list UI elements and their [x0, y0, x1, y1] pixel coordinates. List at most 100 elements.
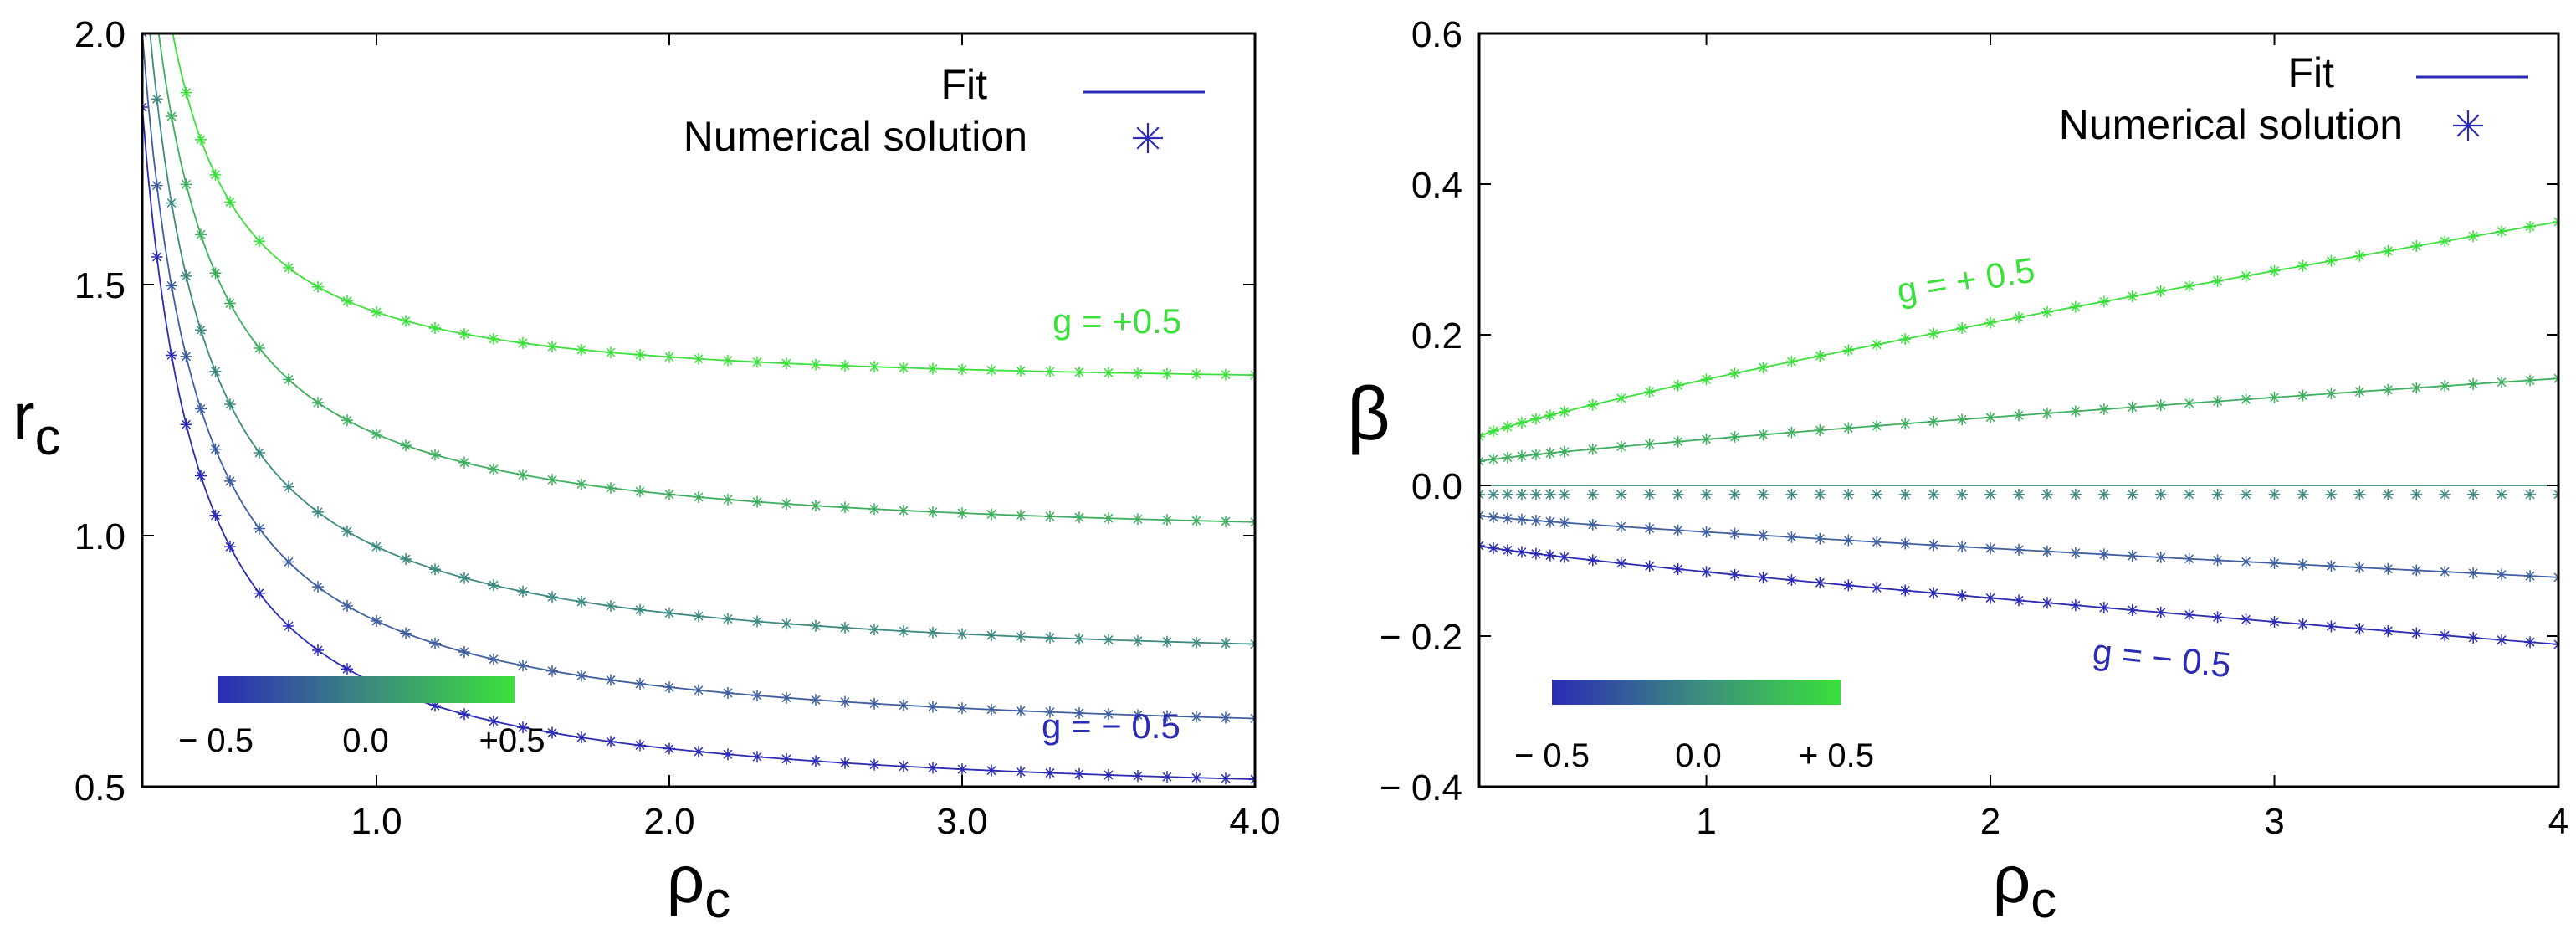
r-marker-series-0 — [1479, 540, 1485, 552]
l-marker-series-2 — [458, 572, 470, 584]
l-marker-series-3 — [151, 13, 163, 25]
r-marker-series-0 — [2410, 627, 2423, 639]
r-marker-series-2 — [2013, 488, 2025, 500]
left-colorbar-label-min: − 0.5 — [178, 722, 254, 759]
r-marker-series-2 — [1728, 488, 1741, 500]
l-marker-series-4 — [986, 364, 997, 377]
l-marker-series-4 — [312, 280, 324, 293]
left-colorbar-label-mid: 0.0 — [342, 722, 389, 759]
r-marker-series-4 — [2410, 239, 2423, 252]
r-marker-series-4 — [2268, 264, 2281, 277]
r-x-tick-label: 2 — [1980, 801, 2000, 842]
l-marker-series-1 — [1103, 708, 1114, 721]
r-marker-series-2 — [2211, 488, 2224, 500]
l-marker-series-1 — [986, 703, 997, 716]
r-marker-series-0 — [1487, 541, 1499, 554]
r-marker-series-0 — [2353, 623, 2366, 635]
l-marker-series-4 — [224, 196, 236, 208]
r-marker-series-1 — [1956, 541, 1969, 553]
right-y-axis-label: β — [1347, 372, 1390, 456]
l-marker-series-4 — [839, 360, 851, 372]
left-x-axis-label: ρc — [667, 842, 731, 929]
l-marker-series-4 — [546, 341, 558, 353]
l-marker-series-0 — [634, 739, 646, 752]
l-marker-series-2 — [546, 591, 558, 603]
r-marker-series-3 — [2553, 372, 2558, 385]
l-marker-series-1 — [1161, 710, 1173, 722]
l-marker-series-1 — [312, 581, 324, 593]
right-legend-star-marker — [2453, 110, 2483, 141]
left-annotation-g-plus: g = +0.5 — [1052, 301, 1181, 341]
l-marker-series-3 — [458, 456, 470, 469]
r-marker-series-1 — [1586, 518, 1599, 531]
r-marker-series-3 — [2154, 399, 2167, 412]
l-marker-series-1 — [751, 689, 763, 701]
l-marker-series-1 — [458, 646, 470, 659]
l-marker-series-3 — [839, 501, 851, 514]
r-marker-series-4 — [2069, 300, 2082, 313]
r-marker-series-4 — [2439, 235, 2451, 248]
r-marker-series-0 — [2183, 608, 2195, 621]
r-marker-series-2 — [1529, 488, 1542, 500]
right-legend-numerical-label: Numerical solution — [2059, 101, 2403, 148]
r-marker-series-1 — [2297, 558, 2309, 571]
r-marker-series-0 — [1814, 577, 1826, 589]
l-marker-series-1 — [1249, 712, 1255, 725]
l-marker-series-3 — [1073, 511, 1085, 524]
l-marker-series-1 — [371, 615, 382, 627]
l-marker-series-1 — [224, 475, 236, 487]
l-marker-series-0 — [751, 751, 763, 763]
r-marker-series-1 — [2382, 562, 2394, 575]
r-marker-series-4 — [1529, 413, 1542, 425]
r-marker-series-3 — [2069, 405, 2082, 418]
l-marker-series-2 — [209, 365, 222, 377]
l-marker-series-0 — [142, 101, 148, 114]
l-marker-series-4 — [400, 315, 412, 327]
l-marker-series-3 — [927, 506, 939, 518]
l-marker-series-3 — [693, 490, 704, 503]
left-legend: Fit Numerical solution — [684, 61, 1205, 160]
l-marker-series-2 — [1161, 635, 1173, 648]
l-marker-series-0 — [1161, 771, 1173, 783]
l-marker-series-0 — [868, 758, 880, 771]
left-y-ticks: 0.5 1.0 1.5 2.0 — [74, 14, 1255, 808]
l-marker-series-3 — [517, 469, 529, 481]
r-marker-series-2 — [1615, 488, 1627, 500]
r-marker-series-3 — [2013, 409, 2025, 422]
l-marker-series-0 — [781, 752, 792, 765]
r-marker-series-1 — [1479, 510, 1485, 521]
r-marker-series-2 — [2496, 488, 2508, 500]
right-colorbar-gradient — [1552, 680, 1841, 705]
l-marker-series-2 — [341, 525, 353, 537]
l-marker-series-1 — [166, 280, 177, 292]
l-y-tick-label: 1.0 — [74, 516, 125, 557]
right-legend-fit-label: Fit — [2287, 49, 2334, 96]
r-marker-series-2 — [2240, 488, 2252, 500]
r-marker-series-1 — [1899, 537, 1912, 550]
l-marker-series-4 — [209, 168, 222, 181]
l-marker-series-2 — [927, 626, 939, 639]
r-marker-series-3 — [1544, 447, 1556, 459]
l-marker-series-1 — [1015, 705, 1027, 717]
right-colorbar-label-min: − 0.5 — [1514, 737, 1590, 774]
r-marker-series-1 — [1814, 532, 1826, 545]
r-marker-series-0 — [1615, 557, 1627, 570]
r-marker-series-0 — [1899, 584, 1912, 597]
r-marker-series-4 — [2353, 249, 2366, 262]
r-marker-series-3 — [1672, 435, 1684, 448]
r-marker-series-1 — [2154, 551, 2167, 563]
l-marker-series-1 — [517, 660, 529, 672]
r-y-tick-label: 0.0 — [1411, 466, 1462, 507]
r-marker-series-3 — [2325, 388, 2338, 400]
r-y-tick-label: − 0.4 — [1380, 767, 1462, 808]
l-marker-series-3 — [663, 488, 675, 500]
r-marker-series-0 — [2382, 624, 2394, 637]
r-marker-series-1 — [1643, 522, 1656, 535]
l-marker-series-4 — [458, 328, 470, 341]
r-marker-series-3 — [2268, 391, 2281, 403]
r-marker-series-3 — [1928, 415, 1940, 428]
r-x-tick-label: 1 — [1696, 801, 1716, 842]
r-marker-series-1 — [1615, 521, 1627, 533]
l-marker-series-1 — [283, 556, 294, 568]
r-marker-series-0 — [1757, 571, 1769, 583]
